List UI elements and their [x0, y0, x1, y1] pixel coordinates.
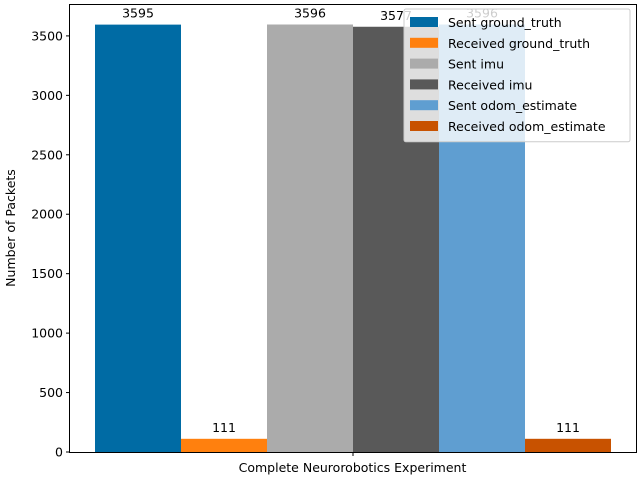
data-label: 3596 [294, 5, 326, 20]
y-tick-label: 1000 [31, 326, 63, 341]
y-tick-label: 3000 [31, 88, 63, 103]
y-tick-label: 2000 [31, 207, 63, 222]
bar-received-ground-truth [181, 438, 267, 452]
bar-sent-imu [267, 24, 353, 453]
legend-swatch [410, 58, 438, 69]
data-label: 3595 [122, 6, 154, 21]
y-tick-label: 500 [39, 385, 63, 400]
bar-received-odom-estimate [525, 438, 611, 452]
legend-box [403, 8, 631, 143]
x-axis-label: Complete Neurorobotics Experiment [239, 460, 467, 475]
data-label: 111 [556, 420, 580, 435]
legend-swatch [410, 17, 438, 27]
legend-entry: Sent ground_truth [448, 15, 562, 30]
legend-swatch [410, 37, 438, 48]
legend: Sent ground_truth Received ground_truth Se… [403, 8, 631, 143]
legend-entry: Received ground_truth [448, 36, 590, 51]
plot-frame [69, 4, 637, 453]
legend-entry: Sent imu [448, 57, 504, 72]
legend-entry: Received odom_estimate [448, 119, 606, 134]
y-axis: 0 500 1000 1500 2000 2500 3000 3500 [31, 28, 70, 460]
legend-swatch [410, 100, 438, 111]
y-tick-label: 3500 [31, 28, 63, 43]
legend-swatch [410, 79, 438, 90]
bar-sent-ground-truth [95, 24, 181, 452]
y-tick-label: 0 [55, 445, 63, 460]
data-label: 111 [212, 420, 236, 435]
legend-entry: Received imu [448, 77, 532, 92]
y-tick-label: 1500 [31, 266, 63, 281]
legend-swatch [410, 121, 438, 131]
y-tick-label: 2500 [31, 147, 63, 162]
y-axis-label: Number of Packets [3, 169, 18, 287]
legend-entry: Sent odom_estimate [448, 98, 577, 113]
